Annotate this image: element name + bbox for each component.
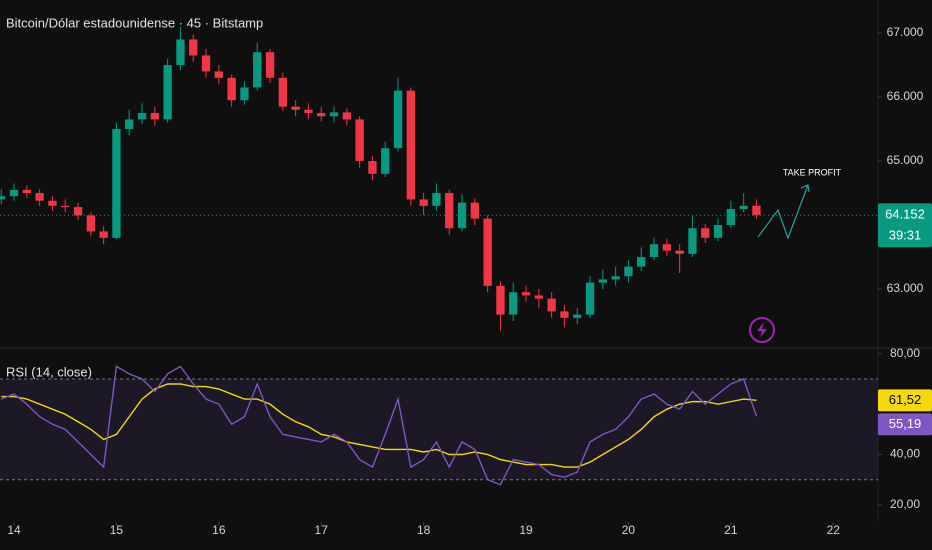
candle-body: [317, 113, 326, 117]
x-tick-label: 21: [724, 523, 738, 537]
candle-body: [355, 119, 364, 162]
candle-body: [163, 65, 172, 120]
y-tick-label: 67.000: [887, 25, 924, 39]
candle-body: [189, 39, 198, 56]
candle-body: [0, 196, 6, 200]
y-tick-label: 20,00: [890, 497, 920, 511]
candle-body: [637, 257, 646, 267]
candle-body: [9, 189, 19, 197]
candle-body: [624, 266, 633, 277]
candle-body: [521, 292, 531, 296]
candle-body: [496, 285, 505, 315]
candle-body: [99, 231, 108, 238]
candle-body: [675, 250, 684, 254]
last-price-box: [878, 203, 932, 248]
candle-body: [534, 295, 544, 299]
x-tick-label: 19: [519, 523, 533, 537]
candle-body: [585, 282, 595, 315]
candle-body: [291, 106, 300, 110]
candle-body: [22, 189, 31, 194]
candle-body: [547, 298, 556, 312]
x-tick-label: 17: [315, 523, 329, 537]
candle-body: [227, 77, 236, 101]
countdown: 39:31: [889, 228, 922, 243]
candle-body: [73, 207, 83, 216]
candle-body: [137, 113, 147, 120]
candle-body: [611, 276, 620, 280]
candle-body: [701, 228, 710, 238]
candle-body: [176, 39, 185, 66]
candle-body: [150, 113, 159, 120]
rsi-line: [0, 365, 758, 486]
value-box: [878, 413, 932, 436]
y-tick-label: 40,00: [890, 447, 920, 461]
candle-body: [214, 71, 223, 78]
candle-body: [406, 90, 415, 200]
value-label: 61,52: [889, 392, 922, 407]
candle-body: [253, 52, 262, 88]
x-tick-label: 18: [417, 523, 431, 537]
candle-body: [560, 311, 569, 318]
indicator-title: RSI (14, close): [6, 364, 92, 379]
x-tick-label: 14: [7, 523, 21, 537]
candle-body: [739, 205, 748, 210]
take-profit-drawing: [757, 184, 809, 240]
candle-body: [342, 112, 351, 120]
candle-body: [201, 55, 211, 72]
y-tick-label: 65.000: [887, 153, 924, 167]
candle-body: [86, 215, 95, 232]
candle-body: [381, 148, 390, 174]
arrow-head: [800, 184, 810, 193]
alert-bolt: [757, 322, 767, 338]
x-tick-label: 16: [212, 523, 226, 537]
candle-body: [445, 193, 454, 229]
candle-body: [470, 202, 480, 219]
candle-body: [48, 200, 57, 206]
candle-body: [457, 202, 467, 229]
value-box: [878, 389, 932, 412]
candle-body: [329, 112, 339, 117]
alert-icon[interactable]: [749, 317, 775, 343]
candle-body: [483, 218, 492, 286]
value-label: 55,19: [889, 416, 922, 431]
y-tick-label: 66.000: [887, 89, 924, 103]
chart-title: Bitcoin/Dólar estadounidense · 45 · Bits…: [6, 15, 263, 30]
candle-body: [125, 119, 134, 130]
annotation: TAKE PROFIT: [783, 167, 842, 177]
candle-body: [688, 228, 697, 254]
band-fill: [0, 378, 878, 480]
candle-body: [726, 209, 736, 226]
candle-body: [713, 225, 723, 238]
candle-body: [598, 279, 608, 283]
y-tick-label: 63.000: [887, 281, 924, 295]
candle-body: [112, 129, 121, 238]
candle-body: [278, 77, 287, 107]
candle-body: [240, 87, 249, 101]
candle-body: [61, 205, 70, 208]
x-tick-label: 20: [622, 523, 636, 537]
candle-body: [573, 314, 582, 318]
candle-body: [432, 193, 441, 206]
candle-body: [419, 199, 428, 206]
candle-body: [509, 292, 518, 315]
x-tick-label: 22: [827, 523, 841, 537]
candle-body: [304, 109, 313, 114]
x-tick-label: 15: [110, 523, 124, 537]
y-tick-label: 80,00: [890, 346, 920, 360]
candle-body: [35, 193, 44, 201]
candle-body: [265, 52, 275, 78]
candle-body: [662, 244, 672, 251]
candle-body: [393, 90, 403, 149]
candle-body: [368, 161, 377, 174]
rsi-line: [1, 383, 757, 468]
candle-body: [649, 244, 659, 258]
last-price-label: 64.152: [885, 207, 925, 222]
candle-body: [752, 205, 761, 216]
